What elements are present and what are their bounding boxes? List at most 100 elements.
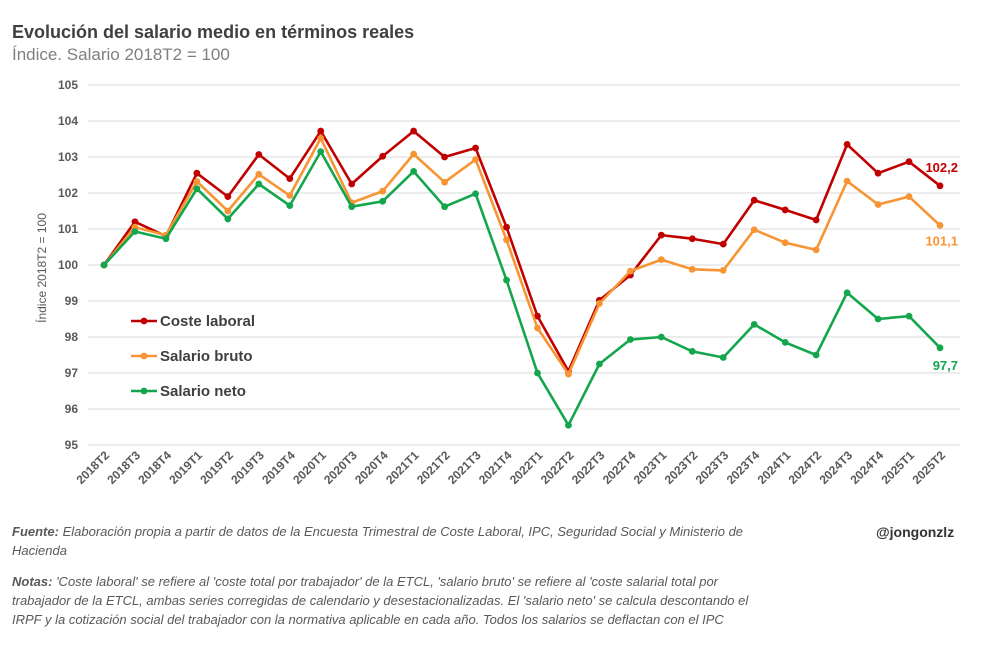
- series-line: [102, 129, 941, 373]
- data-point: [410, 168, 418, 175]
- data-point: [750, 321, 758, 328]
- x-tick-label: 2021T2: [414, 448, 453, 487]
- data-point: [812, 216, 820, 224]
- y-tick-label: 99: [65, 294, 79, 308]
- data-point: [162, 235, 170, 243]
- legend-label: Salario neto: [160, 383, 246, 400]
- data-point: [905, 158, 913, 166]
- y-tick-label: 102: [58, 186, 78, 200]
- data-point: [255, 151, 263, 158]
- data-point: [100, 261, 108, 269]
- x-tick-label: 2018T2: [73, 448, 112, 487]
- series-line: [102, 136, 941, 376]
- x-tick-label: 2023T2: [662, 448, 701, 487]
- gridlines: [88, 84, 960, 446]
- data-point: [657, 231, 665, 239]
- data-point: [410, 150, 418, 158]
- x-tick-label: 2025T2: [909, 448, 948, 487]
- x-tick-label: 2018T3: [104, 448, 143, 487]
- data-point: [781, 239, 789, 247]
- x-tick-label: 2018T4: [135, 448, 174, 487]
- series-1: [100, 134, 944, 378]
- data-point: [750, 196, 758, 204]
- series-line: [103, 150, 941, 427]
- data-point: [688, 348, 696, 355]
- y-tick-label: 97: [65, 366, 79, 380]
- data-point: [317, 127, 325, 135]
- data-point: [534, 312, 541, 320]
- data-point: [224, 207, 232, 215]
- author-handle: @jongonzlz: [876, 524, 955, 540]
- x-tick-label: 2020T3: [321, 448, 360, 487]
- data-point: [688, 235, 696, 243]
- data-point: [812, 351, 820, 359]
- x-tick-label: 2020T1: [290, 448, 329, 487]
- source-label: Fuente:: [12, 524, 59, 539]
- data-point: [596, 360, 603, 368]
- y-axis-label: Índice 2018T2 = 100: [34, 213, 49, 323]
- x-tick-label: 2019T4: [259, 448, 298, 487]
- data-point: [131, 218, 139, 226]
- data-point: [843, 289, 851, 297]
- data-point: [193, 178, 201, 185]
- data-point: [441, 178, 448, 186]
- x-tick-label: 2022T2: [538, 448, 577, 487]
- x-axis-ticks: 2018T22018T32018T42019T12019T22019T32019…: [73, 448, 948, 487]
- data-point: [348, 180, 356, 188]
- data-point: [657, 333, 665, 341]
- x-tick-label: 2021T3: [445, 448, 484, 487]
- x-tick-label: 2024T4: [848, 448, 887, 487]
- data-point: [503, 223, 510, 231]
- x-tick-label: 2024T3: [817, 448, 856, 487]
- x-tick-label: 2021T4: [476, 448, 515, 487]
- source-note: Fuente: Elaboración propia a partir de d…: [12, 522, 752, 560]
- data-point: [193, 169, 201, 177]
- data-point: [317, 148, 325, 156]
- data-point: [657, 256, 665, 263]
- data-point: [843, 177, 851, 185]
- x-tick-label: 2023T3: [693, 448, 732, 487]
- data-point: [224, 215, 232, 223]
- notes: Notas: 'Coste laboral' se refiere al 'co…: [12, 572, 757, 629]
- end-value-label: 97,7: [933, 358, 958, 373]
- x-tick-label: 2020T4: [352, 448, 391, 487]
- data-point: [410, 127, 418, 135]
- legend-label: Salario bruto: [160, 348, 253, 365]
- data-point: [719, 354, 727, 361]
- y-tick-label: 101: [58, 222, 78, 236]
- y-tick-label: 104: [58, 114, 78, 128]
- data-point: [534, 369, 541, 377]
- data-point: [750, 226, 758, 234]
- y-tick-label: 103: [58, 150, 78, 164]
- x-tick-label: 2019T2: [197, 448, 236, 487]
- x-tick-label: 2022T3: [569, 448, 608, 487]
- data-point: [503, 276, 510, 284]
- x-tick-label: 2023T1: [631, 448, 670, 487]
- data-point: [472, 156, 479, 163]
- end-value-label: 101,1: [925, 233, 958, 248]
- data-point: [379, 187, 387, 195]
- series-2: [100, 148, 944, 429]
- data-point: [874, 315, 882, 323]
- x-tick-label: 2024T1: [755, 448, 794, 487]
- data-point: [905, 193, 913, 201]
- data-point: [936, 222, 944, 229]
- data-point: [719, 240, 727, 248]
- data-point: [503, 236, 510, 244]
- x-tick-label: 2024T2: [786, 448, 825, 487]
- data-point: [565, 370, 572, 378]
- data-point: [596, 300, 603, 307]
- data-point: [131, 228, 139, 235]
- data-point: [781, 339, 789, 346]
- end-labels: 102,2 101,1 97,7: [925, 160, 958, 373]
- x-tick-label: 2023T4: [724, 448, 763, 487]
- data-point: [936, 182, 944, 190]
- y-tick-label: 100: [58, 258, 78, 272]
- line-chart: 95 96 97 98 99 100 101 102 103 104 105 Índice 2018…: [34, 78, 960, 487]
- series-0: [100, 127, 944, 375]
- legend-label: Coste laboral: [160, 313, 255, 330]
- data-point: [472, 144, 479, 152]
- legend-marker: [140, 387, 148, 395]
- end-value-label: 102,2: [925, 160, 958, 175]
- source-text: Elaboración propia a partir de datos de …: [12, 524, 744, 558]
